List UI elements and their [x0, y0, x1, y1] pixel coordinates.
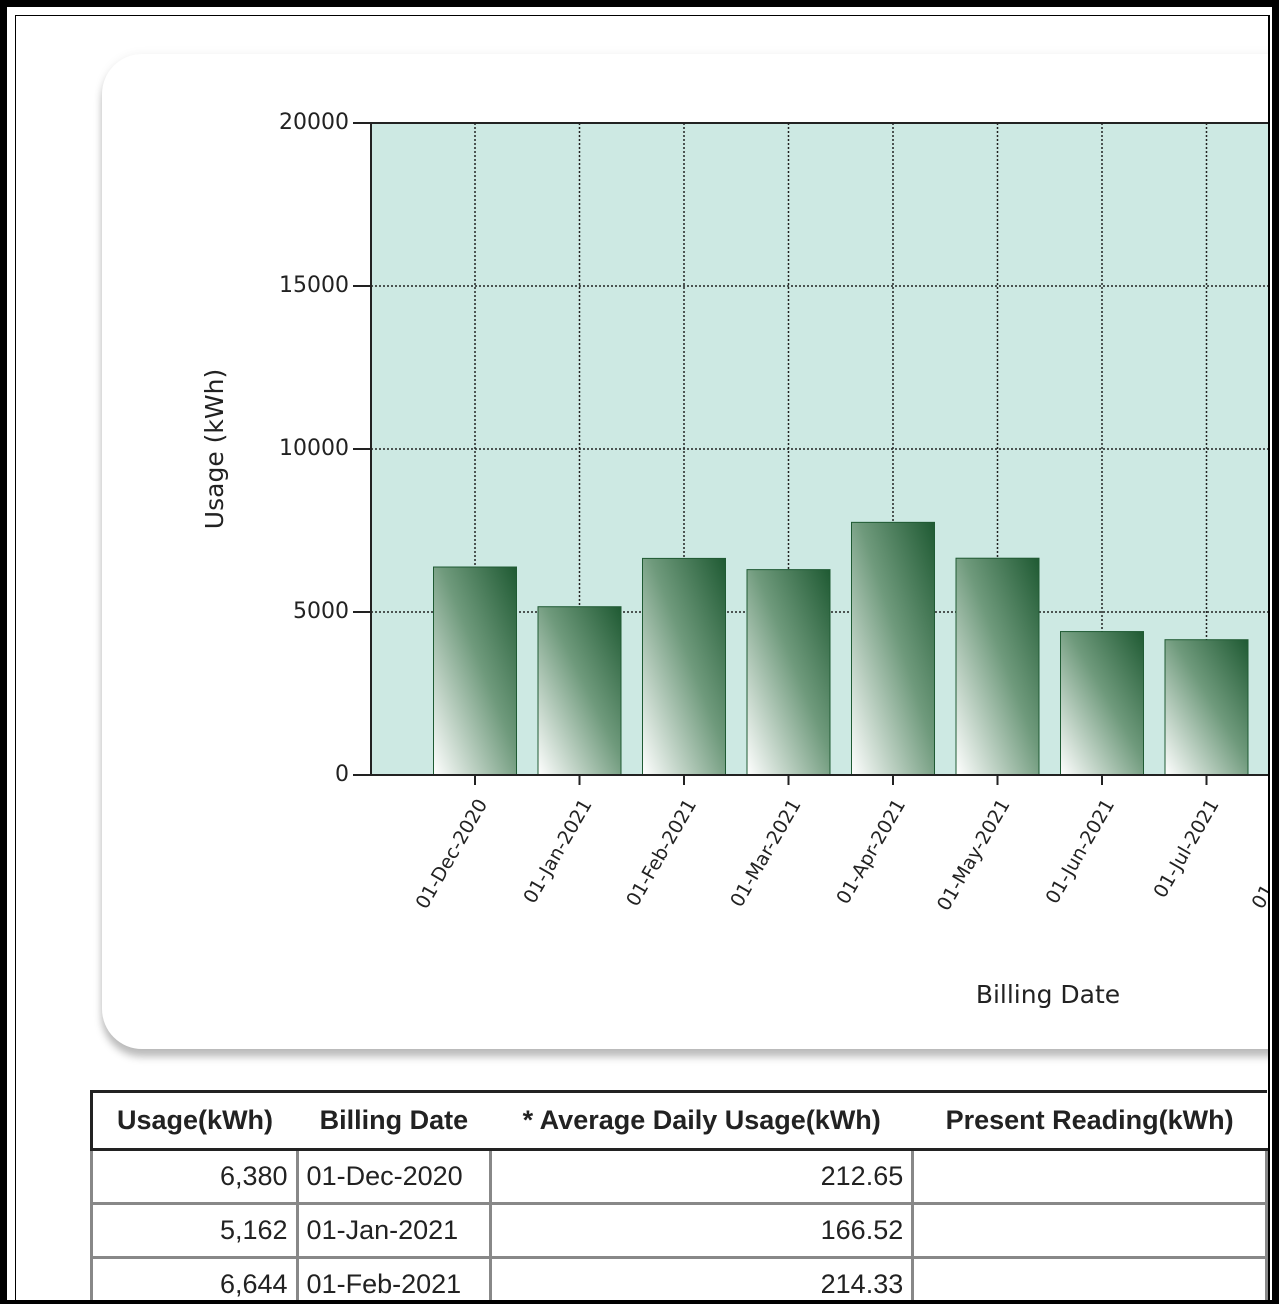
y-tick-label: 5000	[293, 599, 349, 624]
table-row: 6,380 01-Dec-2020 212.65	[90, 1148, 1268, 1205]
table-row: 5,162 01-Jan-2021 166.52	[90, 1202, 1268, 1259]
bar	[642, 557, 726, 776]
column-header: Present Reading(kWh)	[912, 1090, 1267, 1151]
x-tick-label: 01-May-2021	[933, 795, 1015, 914]
viewport: Usage (kWh) Billing Date 0 5000 10000 15000…	[15, 15, 1271, 1300]
bar	[537, 606, 622, 776]
table-cell: 01-Feb-2021	[295, 1256, 493, 1300]
x-axis-label: Billing Date	[976, 980, 1120, 1009]
usage-table: Usage(kWh) Billing Date * Average Daily Us…	[90, 1090, 1268, 1300]
x-tick-label: 01-Dec-2020	[412, 795, 493, 913]
header-row: Usage(kWh) Billing Date * Average Daily Us…	[90, 1090, 1267, 1151]
bar	[1164, 639, 1249, 776]
bar	[955, 557, 1040, 776]
column-header: Billing Date	[297, 1090, 491, 1151]
table-cell: 6,644	[90, 1256, 299, 1300]
table-cell: 01-Jan-2021	[295, 1202, 493, 1259]
x-tick-label: 01-Mar-2021	[726, 795, 805, 911]
bar	[433, 566, 517, 776]
y-tick-label: 20000	[279, 110, 349, 135]
y-axis-label: Usage (kWh)	[200, 369, 229, 529]
x-tick-label: 01-Apr-2021	[832, 795, 910, 908]
table-cell	[911, 1256, 1268, 1300]
table-cell	[911, 1148, 1268, 1205]
x-tick-label: 01-Feb-2021	[622, 795, 701, 910]
y-tick-label: 15000	[279, 273, 349, 298]
y-tick-label: 0	[335, 762, 349, 787]
table-cell: 5,162	[90, 1202, 299, 1259]
table-cell: 166.52	[489, 1202, 915, 1259]
table-cell: 01-Dec-2020	[295, 1148, 493, 1205]
bar	[1060, 631, 1144, 776]
bar	[1270, 641, 1271, 775]
table-cell: 6,380	[90, 1148, 299, 1205]
column-header: Usage(kWh)	[90, 1090, 298, 1151]
table-row: 6,644 01-Feb-2021 214.33	[90, 1256, 1268, 1300]
bar	[746, 569, 831, 776]
x-tick-label: 01-Aug-2021	[1248, 795, 1270, 912]
table-cell: 212.65	[489, 1148, 915, 1205]
column-header: * Average Daily Usage(kWh)	[490, 1090, 913, 1151]
bar	[851, 521, 935, 776]
table-cell: 214.33	[489, 1256, 915, 1300]
chart: Usage (kWh) Billing Date 0 5000 10000 15000…	[200, 110, 1271, 1009]
table-cell	[911, 1202, 1268, 1259]
x-tick-label: 01-Jun-2021	[1042, 795, 1120, 907]
x-tick-label: 01-Jan-2021	[519, 795, 596, 907]
y-tick-label: 10000	[279, 436, 349, 461]
x-tick-label: 01-Jul-2021	[1149, 795, 1223, 901]
